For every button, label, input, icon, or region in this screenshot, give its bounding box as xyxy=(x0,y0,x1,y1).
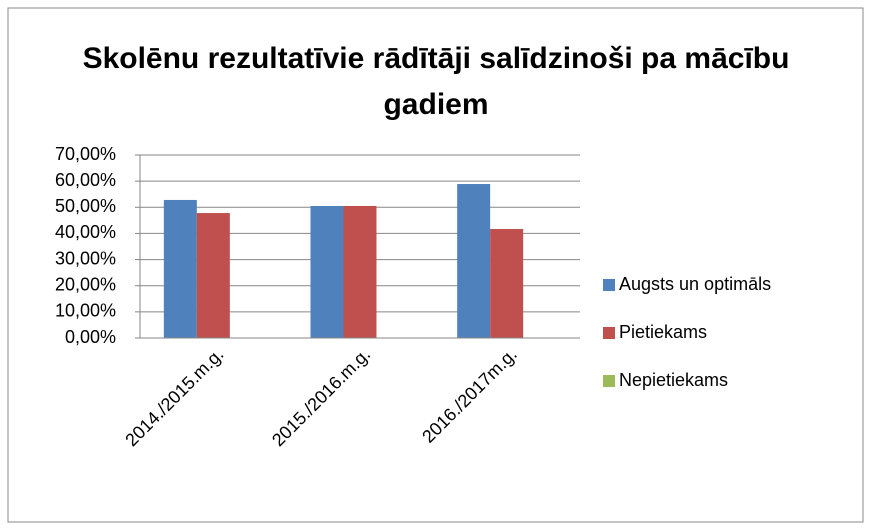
y-tick-label: 0,00% xyxy=(65,327,116,347)
legend-swatch xyxy=(603,327,615,339)
x-tick-label: 2014./2015.m.g. xyxy=(121,344,227,450)
y-tick-label: 50,00% xyxy=(55,196,116,216)
y-tick-label: 70,00% xyxy=(55,144,116,164)
x-tick-label: 2016./2017m.g. xyxy=(418,344,521,447)
bar xyxy=(343,205,377,338)
chart-title: Skolēnu rezultatīvie rādītāji salīdzinoš… xyxy=(82,42,790,121)
y-tick-label: 40,00% xyxy=(55,222,116,242)
legend-label: Pietiekams xyxy=(619,322,707,342)
bar xyxy=(457,184,491,338)
y-tick-label: 30,00% xyxy=(55,248,116,268)
bar xyxy=(490,228,524,338)
legend-swatch xyxy=(603,375,615,387)
y-tick-label: 60,00% xyxy=(55,170,116,190)
bar xyxy=(163,199,197,338)
x-tick-label: 2015./2016.m.g. xyxy=(268,344,374,450)
y-tick-label: 10,00% xyxy=(55,301,116,321)
legend-label: Augsts un optimāls xyxy=(619,274,771,294)
bar xyxy=(310,205,344,338)
bar xyxy=(196,213,230,338)
legend-label: Nepietiekams xyxy=(619,370,728,390)
y-tick-label: 20,00% xyxy=(55,274,116,294)
legend-swatch xyxy=(603,279,615,291)
chart-border xyxy=(7,7,864,523)
